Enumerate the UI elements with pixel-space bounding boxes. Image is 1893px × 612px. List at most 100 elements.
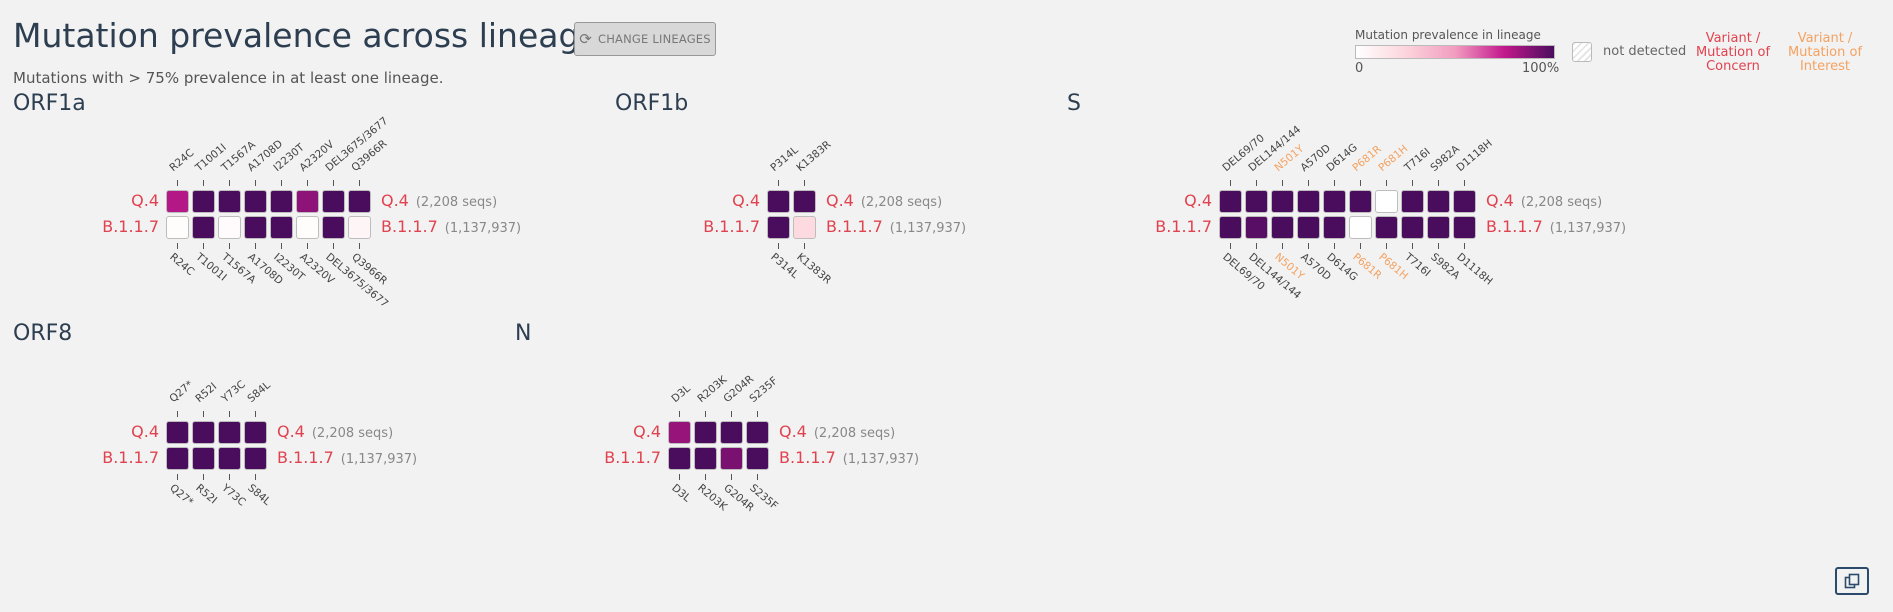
- mutation-cell[interactable]: [694, 447, 717, 470]
- mutation-cell[interactable]: [1453, 216, 1476, 239]
- mutation-cell[interactable]: [1245, 190, 1268, 213]
- mutation-label: K1383R: [794, 138, 834, 174]
- lineage-label: B.1.1.7: [604, 448, 661, 467]
- mutation-cell[interactable]: [767, 216, 790, 239]
- mutation-tick: [1464, 180, 1465, 186]
- mutation-cell[interactable]: [218, 190, 241, 213]
- mutation-cell[interactable]: [1427, 190, 1450, 213]
- mutation-tick: [229, 243, 230, 249]
- mutation-cell[interactable]: [767, 190, 790, 213]
- mutation-tick: [359, 180, 360, 186]
- mutation-cell[interactable]: [166, 190, 189, 213]
- mutation-cell[interactable]: [793, 190, 816, 213]
- mutation-cell[interactable]: [1375, 190, 1398, 213]
- mutation-cell[interactable]: [1271, 190, 1294, 213]
- mutation-cell[interactable]: [192, 421, 215, 444]
- sync-icon: ⟳: [579, 29, 592, 48]
- mutation-label: Y73C: [219, 482, 248, 509]
- mutation-label: D1118H: [1454, 251, 1495, 288]
- mutation-label: R52I: [193, 482, 220, 507]
- mutation-cell[interactable]: [244, 447, 267, 470]
- mutation-tick: [203, 411, 204, 417]
- mutation-cell[interactable]: [1453, 190, 1476, 213]
- mutation-tick: [1282, 243, 1283, 249]
- mutation-cell[interactable]: [1271, 216, 1294, 239]
- mutation-cell[interactable]: [793, 216, 816, 239]
- mutation-tick: [731, 474, 732, 480]
- mutation-tick: [255, 243, 256, 249]
- mutation-cell[interactable]: [668, 421, 691, 444]
- not-detected-swatch: [1572, 42, 1592, 62]
- mutation-label: S982A: [1428, 143, 1462, 174]
- mutation-cell[interactable]: [192, 190, 215, 213]
- mutation-cell[interactable]: [192, 447, 215, 470]
- mutation-cell[interactable]: [746, 421, 769, 444]
- mutation-tick: [1230, 180, 1231, 186]
- mutation-cell[interactable]: [1349, 190, 1372, 213]
- mutation-tick: [281, 180, 282, 186]
- mutation-cell[interactable]: [720, 447, 743, 470]
- lineage-count: (2,208 seqs): [1520, 195, 1603, 210]
- mutation-tick: [1386, 243, 1387, 249]
- mutation-tick: [1412, 243, 1413, 249]
- mutation-cell[interactable]: [348, 216, 371, 239]
- mutation-cell[interactable]: [296, 216, 319, 239]
- lineage-name: B.1.1.7: [1486, 217, 1543, 236]
- mutation-cell[interactable]: [1219, 216, 1242, 239]
- mutation-cell[interactable]: [694, 421, 717, 444]
- mutation-cell[interactable]: [1375, 216, 1398, 239]
- mutation-cell[interactable]: [1401, 216, 1424, 239]
- copy-icon: [1844, 573, 1860, 589]
- mutation-cell[interactable]: [1323, 216, 1346, 239]
- mutation-cell[interactable]: [720, 421, 743, 444]
- mutation-cell[interactable]: [322, 190, 345, 213]
- mutation-cell[interactable]: [746, 447, 769, 470]
- lineage-name: Q.4: [1486, 191, 1514, 210]
- mutation-label: K1383R: [794, 251, 834, 287]
- mutation-cell[interactable]: [166, 447, 189, 470]
- mutation-cell[interactable]: [218, 216, 241, 239]
- change-lineages-button[interactable]: ⟳ CHANGE LINEAGES: [574, 22, 716, 56]
- mutation-cell[interactable]: [166, 216, 189, 239]
- mutation-tick: [1412, 180, 1413, 186]
- lineage-label: B.1.1.7: [1155, 217, 1212, 236]
- mutation-cell[interactable]: [218, 421, 241, 444]
- mutation-cell[interactable]: [1427, 216, 1450, 239]
- mutation-cell[interactable]: [322, 216, 345, 239]
- mutation-cell[interactable]: [1297, 216, 1320, 239]
- mutation-cell[interactable]: [1401, 190, 1424, 213]
- mutation-cell[interactable]: [348, 190, 371, 213]
- lineage-label: B.1.1.7 (1,137,937): [1486, 217, 1626, 236]
- mutation-label: D1118H: [1454, 137, 1495, 174]
- lineage-name: B.1.1.7: [779, 448, 836, 467]
- copy-button[interactable]: [1835, 567, 1869, 595]
- mutation-cell[interactable]: [218, 447, 241, 470]
- mutation-cell[interactable]: [668, 447, 691, 470]
- mutation-cell[interactable]: [244, 216, 267, 239]
- mutation-cell[interactable]: [192, 216, 215, 239]
- mutation-tick: [333, 243, 334, 249]
- gene-title: N: [515, 321, 532, 346]
- mutation-tick: [679, 411, 680, 417]
- mutation-label: P314L: [768, 251, 801, 281]
- mutation-tick: [804, 243, 805, 249]
- legend-title: Mutation prevalence in lineage: [1355, 28, 1541, 42]
- lineage-name: Q.4: [381, 191, 409, 210]
- lineage-count: (2,208 seqs): [311, 426, 394, 441]
- mutation-cell[interactable]: [1245, 216, 1268, 239]
- mutation-cell[interactable]: [166, 421, 189, 444]
- mutation-tick: [1256, 180, 1257, 186]
- mutation-tick: [255, 180, 256, 186]
- mutation-cell[interactable]: [244, 190, 267, 213]
- mutation-cell[interactable]: [270, 190, 293, 213]
- mutation-tick: [1360, 243, 1361, 249]
- mutation-cell[interactable]: [296, 190, 319, 213]
- mutation-cell[interactable]: [1297, 190, 1320, 213]
- mutation-cell[interactable]: [1323, 190, 1346, 213]
- mutation-cell[interactable]: [244, 421, 267, 444]
- lineage-name: B.1.1.7: [826, 217, 883, 236]
- lineage-label: Q.4: [1184, 191, 1212, 210]
- mutation-cell[interactable]: [1219, 190, 1242, 213]
- mutation-cell[interactable]: [270, 216, 293, 239]
- mutation-cell[interactable]: [1349, 216, 1372, 239]
